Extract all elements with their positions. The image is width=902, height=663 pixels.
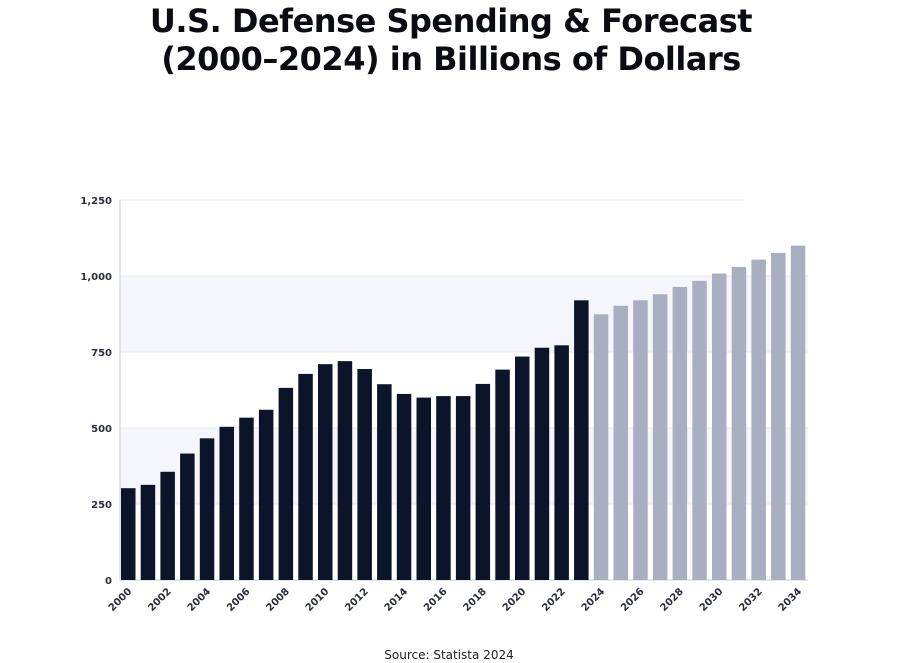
bar-2013 bbox=[377, 384, 392, 580]
bar-2024 bbox=[593, 314, 609, 580]
x-tick-label: 2002 bbox=[146, 586, 173, 613]
bar-2014 bbox=[396, 393, 412, 580]
y-tick-label: 500 bbox=[91, 424, 112, 435]
bar-2031 bbox=[731, 266, 747, 580]
y-tick-label: 750 bbox=[91, 348, 112, 359]
x-tick-label: 2018 bbox=[462, 586, 489, 613]
x-tick-label: 2020 bbox=[501, 586, 528, 613]
x-tick-label: 2022 bbox=[540, 586, 567, 613]
y-tick-label: 1,250 bbox=[80, 196, 112, 207]
bar-2006 bbox=[239, 417, 254, 580]
bar-2012 bbox=[357, 369, 372, 580]
x-tick-label: 2034 bbox=[777, 586, 804, 613]
bar-2005 bbox=[219, 426, 234, 580]
x-tick-label: 2004 bbox=[186, 586, 213, 613]
bar-2028 bbox=[672, 286, 688, 580]
bar-2009 bbox=[298, 373, 313, 580]
source-note: Source: Statista 2024 bbox=[384, 648, 514, 662]
bar-2029 bbox=[692, 280, 707, 580]
bar-2017 bbox=[455, 396, 471, 580]
x-tick-label: 2026 bbox=[619, 586, 646, 613]
chart-title: U.S. Defense Spending & Forecast (2000–2… bbox=[0, 2, 902, 78]
chart-title-line-1: U.S. Defense Spending & Forecast bbox=[149, 2, 753, 40]
x-tick-label: 2016 bbox=[422, 586, 449, 613]
bar-2018 bbox=[475, 383, 491, 580]
y-tick-label: 1,000 bbox=[80, 272, 112, 283]
bar-2011 bbox=[337, 361, 353, 580]
bar-2026 bbox=[633, 300, 648, 580]
x-tick-label: 2000 bbox=[107, 586, 134, 613]
bar-2027 bbox=[652, 294, 668, 580]
x-tick-label: 2012 bbox=[343, 586, 370, 613]
x-tick-label: 2014 bbox=[383, 586, 410, 613]
bar-2004 bbox=[199, 438, 215, 580]
bar-2020 bbox=[515, 356, 530, 580]
bar-2003 bbox=[180, 453, 195, 580]
chart-title-line-2: (2000–2024) in Billions of Dollars bbox=[161, 40, 741, 78]
x-tick-label: 2032 bbox=[737, 586, 764, 613]
bar-2007 bbox=[258, 409, 274, 580]
x-tick-label: 2006 bbox=[225, 586, 252, 613]
bar-2010 bbox=[318, 364, 333, 580]
bar-2025 bbox=[613, 305, 628, 580]
x-axis-ticks: 2000 2002 2004 2006 2008 2010 2012 2014 2016 2018… bbox=[107, 586, 804, 613]
x-tick-label: 2024 bbox=[580, 586, 607, 613]
bar-2030 bbox=[712, 273, 727, 580]
x-tick-label: 2030 bbox=[698, 586, 725, 613]
bar-2016 bbox=[436, 396, 451, 580]
bar-2022 bbox=[554, 345, 569, 580]
bar-2033 bbox=[771, 252, 786, 580]
bars bbox=[121, 245, 806, 580]
bar-2034 bbox=[790, 245, 806, 580]
bar-2008 bbox=[278, 387, 294, 580]
bar-2023 bbox=[574, 300, 589, 580]
y-axis-ticks: 0 250 500 750 1,000 1,250 bbox=[80, 196, 112, 587]
bar-2032 bbox=[751, 259, 766, 580]
bar-2019 bbox=[495, 369, 510, 580]
x-tick-label: 2010 bbox=[304, 586, 331, 613]
bar-2021 bbox=[534, 347, 550, 580]
y-tick-label: 0 bbox=[105, 576, 112, 587]
x-tick-label: 2028 bbox=[659, 586, 686, 613]
bar-2002 bbox=[160, 471, 175, 580]
bar-2015 bbox=[416, 397, 431, 580]
x-tick-label: 2008 bbox=[265, 586, 292, 613]
bar-2001 bbox=[140, 484, 156, 580]
y-tick-label: 250 bbox=[91, 500, 112, 511]
bar-2000 bbox=[121, 488, 136, 580]
